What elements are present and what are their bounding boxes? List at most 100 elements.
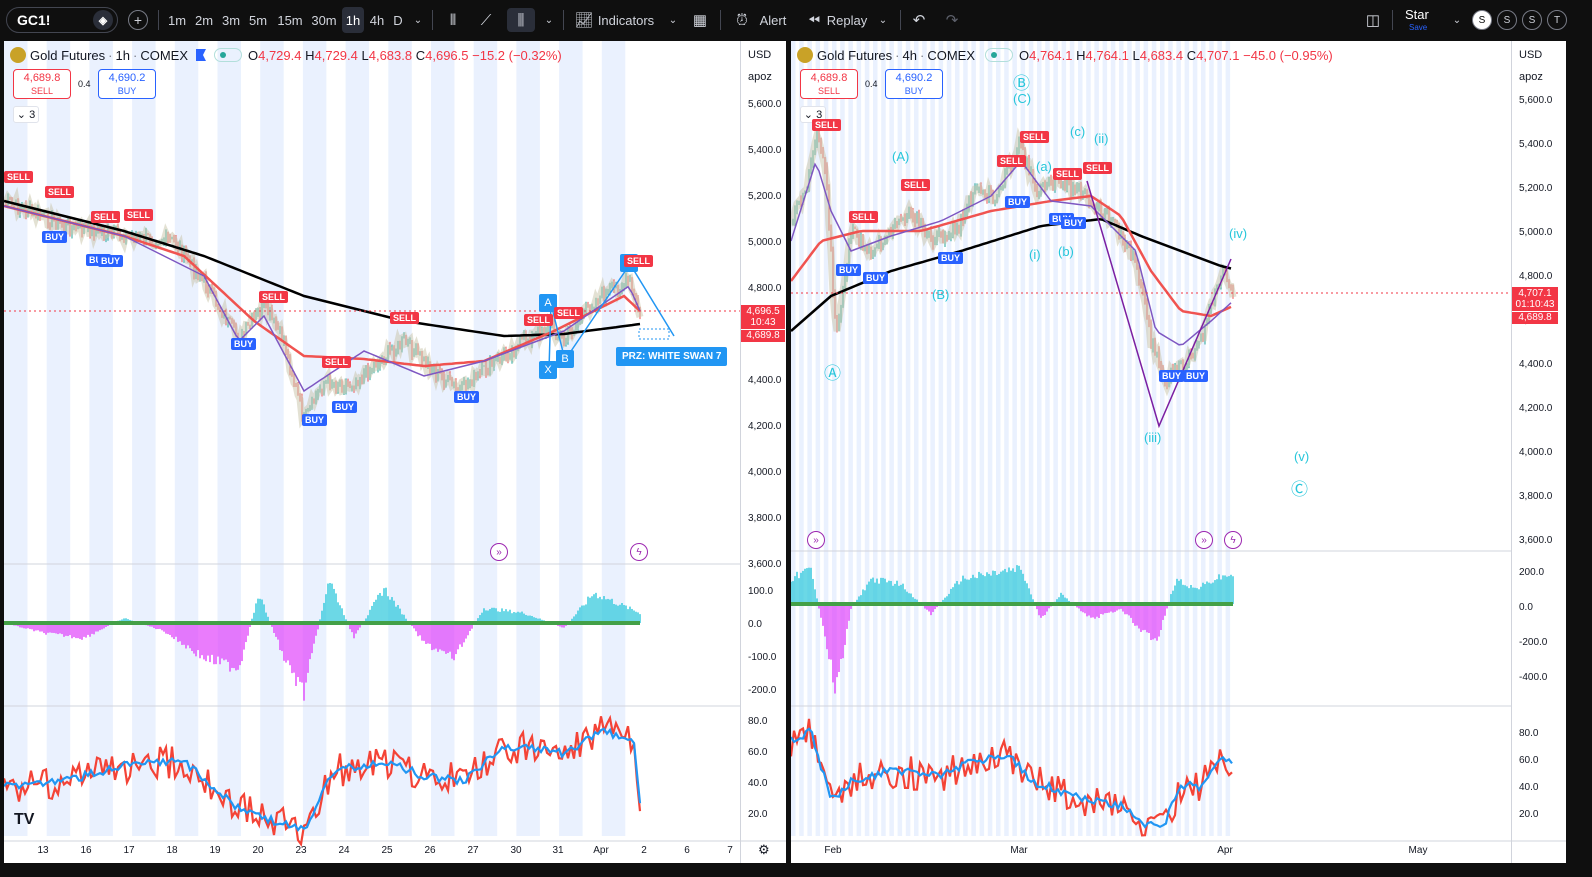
elliott-wave-label[interactable]: Ⓑ — [1013, 74, 1030, 93]
market-status-icon[interactable] — [213, 48, 242, 62]
market-status-icon[interactable] — [984, 48, 1013, 62]
chart-canvas-4h[interactable]: 5,600.05,400.05,200.05,000.04,800.04,600… — [791, 41, 1566, 863]
interval-3m-button[interactable]: 3m — [221, 12, 241, 28]
flag-icon[interactable] — [195, 49, 206, 61]
interval-1m-button[interactable]: 1m — [167, 12, 187, 28]
sell-signal[interactable]: SELL — [124, 209, 154, 221]
currency-selector[interactable]: USD — [1519, 49, 1543, 61]
elliott-wave-label[interactable]: (b) — [1058, 244, 1074, 259]
pattern-point-b[interactable]: B — [556, 350, 574, 368]
buy-signal[interactable]: BUY — [332, 401, 358, 413]
chart-canvas-1h[interactable]: 5,600.05,400.05,200.05,000.04,800.04,600… — [4, 41, 786, 863]
chart-title[interactable]: Gold Futures — [30, 47, 106, 63]
elliott-wave-label[interactable]: (B) — [932, 287, 950, 302]
sell-signal[interactable]: SELL — [849, 211, 879, 223]
diamond-icon[interactable]: ◈ — [93, 10, 113, 30]
interval-15m-button[interactable]: 15m — [277, 12, 303, 28]
buy-signal[interactable]: BUY — [1183, 370, 1209, 382]
sell-button[interactable]: 4,689.8 SELL — [13, 69, 71, 99]
buy-signal[interactable]: BUY — [1005, 196, 1031, 208]
buy-signal[interactable]: BUY — [863, 272, 889, 284]
elliott-wave-label[interactable]: (iii) — [1144, 430, 1162, 445]
intervals-dropdown-icon[interactable]: ⌄ — [413, 14, 423, 26]
indicators-icon[interactable]: 📈︎ — [574, 12, 594, 29]
chart-type-dropdown-icon[interactable]: ⌄ — [544, 14, 554, 26]
elliott-wave-label[interactable]: (c) — [1070, 124, 1086, 139]
save-label[interactable]: Save — [1409, 23, 1428, 32]
elliott-wave-label[interactable]: Ⓐ — [824, 364, 841, 383]
interval-30m-button[interactable]: 30m — [311, 12, 337, 28]
user-name[interactable]: Star — [1405, 7, 1429, 22]
buy-signal[interactable]: BUY — [98, 255, 124, 267]
settings-gear-icon[interactable]: ⚙ — [758, 842, 770, 857]
elliott-wave-label[interactable]: (v) — [1294, 449, 1310, 464]
pattern-point-a[interactable]: A — [539, 294, 557, 312]
sell-signal[interactable]: SELL — [4, 171, 34, 183]
sell-signal[interactable]: SELL — [554, 307, 584, 319]
alert-clock-icon[interactable]: ⏰︎ — [736, 11, 748, 29]
event-icon[interactable]: » — [1195, 531, 1213, 549]
avatar[interactable]: T — [1547, 10, 1567, 30]
sell-signal[interactable]: SELL — [997, 155, 1027, 167]
chart-type-icon[interactable]: ⫼ — [507, 8, 535, 32]
indicators-collapse-button[interactable]: ⌄ 3 — [13, 106, 39, 123]
interval-4h-button[interactable]: 4h — [369, 12, 385, 28]
sell-signal[interactable]: SELL — [1083, 162, 1113, 174]
sell-signal[interactable]: SELL — [812, 119, 842, 131]
elliott-wave-label[interactable]: (i) — [1029, 247, 1041, 262]
buy-signal[interactable]: BUY — [1159, 370, 1185, 382]
indicators-button[interactable]: Indicators — [597, 12, 655, 28]
buy-signal[interactable]: BUY — [302, 414, 328, 426]
sell-signal[interactable]: SELL — [91, 211, 121, 223]
sell-signal[interactable]: SELL — [1053, 168, 1083, 180]
buy-signal[interactable]: BUY — [1061, 217, 1087, 229]
pattern-point-x[interactable]: X — [539, 361, 557, 379]
prz-label[interactable]: PRZ: WHITE SWAN 7 — [616, 347, 728, 366]
sell-signal[interactable]: SELL — [524, 314, 554, 326]
elliott-wave-label[interactable]: (C) — [1013, 91, 1032, 106]
interval-d-button[interactable]: D — [393, 12, 403, 28]
add-symbol-icon[interactable]: + — [128, 10, 148, 30]
chart-pane-4h[interactable]: 5,600.05,400.05,200.05,000.04,800.04,600… — [791, 41, 1566, 863]
chart-title[interactable]: Gold Futures — [817, 47, 893, 63]
redo-icon[interactable]: ↷ — [945, 12, 959, 29]
tradingview-logo[interactable]: TV — [14, 811, 35, 828]
avatar[interactable]: S — [1497, 10, 1517, 30]
sell-signal[interactable]: SELL — [259, 291, 289, 303]
event-icon[interactable]: » — [490, 543, 508, 561]
replay-icon[interactable]: ⏪︎ — [807, 11, 820, 29]
buy-signal[interactable]: BUY — [454, 391, 480, 403]
indicators-dropdown-icon[interactable]: ⌄ — [668, 14, 678, 26]
elliott-wave-label[interactable]: (iv) — [1229, 226, 1248, 241]
event-icon[interactable]: » — [807, 531, 825, 549]
replay-button[interactable]: Replay — [826, 12, 868, 28]
indicators-collapse-button[interactable]: ⌄ 3 — [800, 106, 826, 123]
sell-signal[interactable]: SELL — [390, 312, 420, 324]
avatar[interactable]: S — [1522, 10, 1542, 30]
sell-button[interactable]: 4,689.8 SELL — [800, 69, 858, 99]
undo-icon[interactable]: ↶ — [912, 12, 926, 29]
alert-button[interactable]: Alert — [759, 12, 787, 28]
sell-signal[interactable]: SELL — [322, 356, 352, 368]
sell-signal[interactable]: SELL — [624, 255, 654, 267]
buy-signal[interactable]: BUY — [836, 264, 862, 276]
interval-5m-button[interactable]: 5m — [248, 12, 268, 28]
buy-signal[interactable]: BUY — [42, 231, 68, 243]
sell-signal[interactable]: SELL — [45, 186, 75, 198]
avatar[interactable]: S — [1472, 10, 1492, 30]
elliott-wave-label[interactable]: (a) — [1036, 159, 1052, 174]
scale-selector[interactable]: apoz — [748, 71, 772, 83]
elliott-wave-label[interactable]: (A) — [892, 149, 910, 164]
currency-selector[interactable]: USD — [748, 49, 772, 61]
templates-icon[interactable]: ▦ — [692, 12, 708, 29]
elliott-wave-label[interactable]: (ii) — [1094, 131, 1109, 146]
sell-signal[interactable]: SELL — [1020, 131, 1050, 143]
buy-signal[interactable]: BUY — [231, 338, 257, 350]
buy-signal[interactable]: BUY — [938, 252, 964, 264]
scale-selector[interactable]: apoz — [1519, 71, 1543, 83]
interval-2m-button[interactable]: 2m — [194, 12, 214, 28]
compare-icon[interactable]: ⟋ — [480, 11, 492, 29]
save-dropdown-icon[interactable]: ⌄ — [1452, 14, 1462, 26]
buy-button[interactable]: 4,690.2 BUY — [98, 69, 156, 99]
dividend-icon[interactable]: ϟ — [1224, 531, 1242, 549]
